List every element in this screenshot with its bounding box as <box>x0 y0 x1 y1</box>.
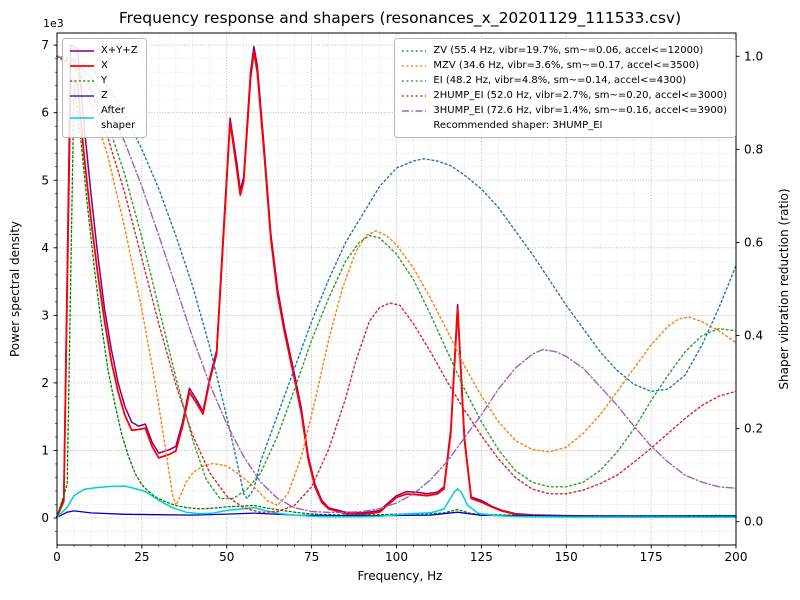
legend-label: ZV (55.4 Hz, vibr=19.7%, sm~=0.06, accel… <box>433 45 704 56</box>
3hump-ei-legend-swatch <box>402 109 427 112</box>
x-axis-label: Frequency, Hz <box>357 569 443 583</box>
x-tick-label: 50 <box>219 550 234 564</box>
legend-entry-2hump-ei: 2HUMP_EI (52.0 Hz, vibr=2.7%, sm~=0.20, … <box>401 88 727 103</box>
series-2hump-ei <box>56 55 737 514</box>
legend-label: Recommended shaper: 3HUMP_EI <box>433 120 603 131</box>
x-tick-label: 175 <box>640 550 663 564</box>
y-legend-swatch <box>70 79 94 82</box>
series-mzv <box>56 55 737 507</box>
legend-label: Z <box>101 90 108 101</box>
legend-entry-ei: EI (48.2 Hz, vibr=4.8%, sm~=0.14, accel<… <box>401 73 727 88</box>
zv-legend-swatch <box>402 49 427 52</box>
x-tick-label: 75 <box>304 550 319 564</box>
blank-legend-swatch <box>401 121 427 131</box>
y-right-tick-label: 1.0 <box>744 49 763 63</box>
series-zv <box>56 55 737 500</box>
y-left-tick-label: 2 <box>41 376 49 390</box>
legend-label: MZV (34.6 Hz, vibr=3.6%, sm~=0.17, accel… <box>433 60 700 71</box>
sum-legend-swatch <box>70 49 94 52</box>
legend-entry-mzv: MZV (34.6 Hz, vibr=3.6%, sm~=0.17, accel… <box>401 58 727 73</box>
series-3hump-ei <box>56 55 737 514</box>
chart-title: Frequency response and shapers (resonanc… <box>118 9 682 27</box>
y-left-tick-label: 5 <box>41 173 49 187</box>
y-right-tick-label: 0.4 <box>744 329 763 343</box>
y-right-tick-label: 0.2 <box>744 422 763 436</box>
x-tick-label: 200 <box>725 550 748 564</box>
legend-entry-3hump-ei: 3HUMP_EI (72.6 Hz, vibr=1.4%, sm~=0.16, … <box>401 103 727 118</box>
legend-label: 2HUMP_EI (52.0 Hz, vibr=2.7%, sm~=0.20, … <box>433 90 727 101</box>
y-axis-label-left: Power spectral density <box>8 220 22 358</box>
legend-label: X <box>101 60 108 71</box>
x-tick-label: 25 <box>134 550 149 564</box>
legend-shapers: ZV (55.4 Hz, vibr=19.7%, sm~=0.06, accel… <box>394 38 736 138</box>
y-left-tick-label: 0 <box>41 511 49 525</box>
y-left-tick-label: 7 <box>41 38 49 52</box>
2hump-ei-legend-swatch <box>402 94 427 97</box>
y-right-tick-label: 0.6 <box>744 235 763 249</box>
legend-entry-x: X <box>69 58 138 73</box>
x-tick-label: 125 <box>470 550 493 564</box>
y-left-tick-label: 3 <box>41 308 49 322</box>
z-legend-swatch <box>70 94 94 97</box>
after-shaper-legend-swatch <box>70 117 94 119</box>
legend-psd: X+Y+Z X Y Z After shaper <box>62 38 147 138</box>
legend-label: 3HUMP_EI (72.6 Hz, vibr=1.4%, sm~=0.16, … <box>433 105 727 116</box>
y-axis-offset-text: 1e3 <box>43 17 64 30</box>
legend-entry-sum: X+Y+Z <box>69 43 138 58</box>
series-y <box>56 85 737 518</box>
series-x <box>56 51 737 518</box>
series-ei <box>56 55 737 500</box>
legend-label: EI (48.2 Hz, vibr=4.8%, sm~=0.14, accel<… <box>433 75 687 86</box>
y-left-tick-label: 1 <box>41 443 49 457</box>
mzv-legend-swatch <box>402 64 427 67</box>
legend-label: Y <box>101 75 108 86</box>
y-left-tick-label: 4 <box>41 241 49 255</box>
series-after-shaper <box>56 485 737 519</box>
ei-legend-swatch <box>402 79 427 82</box>
y-axis-label-right: Shaper vibration reduction (ratio) <box>777 188 791 390</box>
y-right-tick-label: 0.0 <box>744 515 763 529</box>
legend-entry-zv: ZV (55.4 Hz, vibr=19.7%, sm~=0.06, accel… <box>401 43 727 58</box>
x-legend-swatch <box>70 64 94 67</box>
legend-entry-z: Z <box>69 88 138 103</box>
y-right-tick-label: 0.8 <box>744 142 763 156</box>
legend-label: After shaper <box>101 105 136 131</box>
x-tick-label: 100 <box>385 550 408 564</box>
legend-entry-after-shaper: After shaper <box>69 103 138 133</box>
x-tick-label: 0 <box>53 550 61 564</box>
legend-label: X+Y+Z <box>101 45 138 56</box>
legend-entry-y: Y <box>69 73 138 88</box>
x-tick-label: 150 <box>555 550 578 564</box>
legend-entry-recommended: Recommended shaper: 3HUMP_EI <box>401 118 727 133</box>
y-left-tick-label: 6 <box>41 106 49 120</box>
